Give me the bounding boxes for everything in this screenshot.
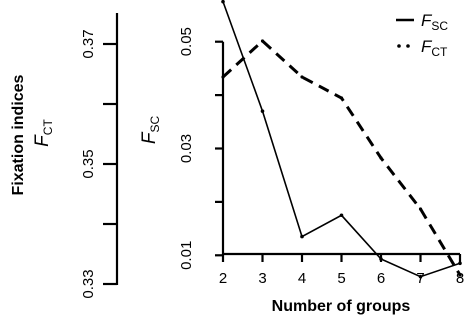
x-axis-tick-label: 5 <box>337 270 345 287</box>
right-axis-tick-label: 0.05 <box>178 27 195 56</box>
right-y-axis: 0.01 0.03 0.05 FSC <box>139 27 225 270</box>
f-ct-legend-label-subscript: CT <box>431 45 448 59</box>
left-axis-title-subscript: CT <box>41 119 55 136</box>
right-axis-tick-label: 0.03 <box>178 134 195 163</box>
f-ct-data-point <box>458 273 462 277</box>
left-y-axis: 0.33 0.35 0.37 Fixation indices FCT <box>10 13 119 299</box>
x-axis-tick-label: 4 <box>298 270 306 287</box>
f-ct-legend-marker <box>406 44 410 48</box>
left-axis-tick-label: 0.33 <box>80 269 97 298</box>
f-sc-legend-label-subscript: SC <box>431 19 448 33</box>
f-sc-data-point <box>418 274 423 279</box>
f-sc-legend-label-main: F <box>421 11 433 30</box>
right-axis-title-main: F <box>139 131 160 144</box>
f-ct-data-point <box>221 75 225 79</box>
x-axis-tick-label: 6 <box>377 270 385 287</box>
left-axis-tick-label: 0.35 <box>80 149 97 178</box>
f-ct-legend-marker <box>397 44 401 48</box>
f-sc-data-point <box>221 0 225 4</box>
f-ct-legend-label: FCT <box>421 37 448 59</box>
f-sc-legend-label: FSC <box>421 11 448 33</box>
x-axis-tick-label: 3 <box>258 270 266 287</box>
f-sc-data-point <box>379 257 383 261</box>
x-axis-title: Number of groups <box>272 298 411 315</box>
left-axis-tick-label: 0.37 <box>80 29 97 58</box>
f-sc-data-point <box>458 261 462 266</box>
right-axis-tick-label: 0.01 <box>178 241 195 270</box>
f-sc-data-point <box>300 234 304 239</box>
f-ct-data-point <box>379 156 383 160</box>
f-ct-data-point <box>260 39 265 43</box>
f-ct-legend-label-main: F <box>421 37 433 56</box>
f-sc-data-point <box>260 109 265 113</box>
right-axis-title-subscript: SC <box>148 116 162 133</box>
f-ct-data-point <box>300 75 304 79</box>
left-axis-title: FCT <box>32 119 55 147</box>
x-axis-tick-label: 7 <box>416 270 424 287</box>
x-axis-tick-label: 2 <box>219 270 227 287</box>
f-ct-series-line <box>221 38 462 276</box>
x-axis-tick-label: 8 <box>456 270 464 287</box>
plot-area <box>221 0 462 279</box>
f-sc-data-point <box>339 213 344 218</box>
f-ct-data-point <box>339 96 344 100</box>
f-ct-data-point <box>418 207 423 211</box>
right-axis-title: FSC <box>139 116 162 145</box>
x-axis: 2 3 4 5 6 7 8 Number of groups <box>219 252 464 315</box>
left-axis-title-line1: Fixation indices <box>10 74 27 195</box>
left-axis-title-main: F <box>32 134 53 147</box>
